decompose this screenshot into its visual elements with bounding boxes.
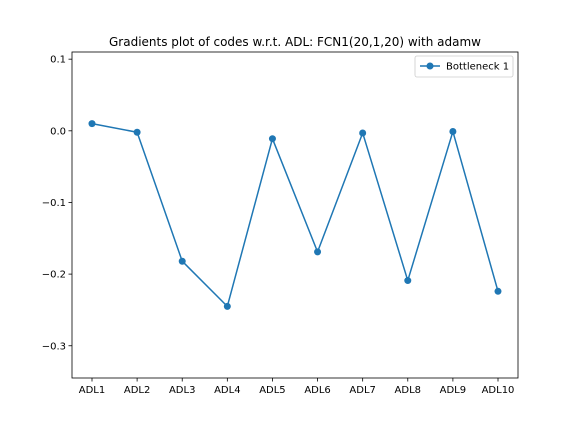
x-tick-label: ADL3 (169, 385, 195, 396)
series-layer (88, 120, 502, 310)
x-tick-label: ADL5 (259, 385, 285, 396)
data-point (268, 135, 276, 143)
legend-label: Bottleneck 1 (446, 62, 509, 73)
y-axis: 0.1 0.0 −0.1 −0.2 −0.3 (42, 55, 72, 352)
x-tick-label: ADL10 (482, 385, 515, 396)
x-tick-label: ADL8 (395, 385, 421, 396)
chart-title: Gradients plot of codes w.r.t. ADL: FCN1… (109, 35, 481, 49)
data-point (223, 302, 231, 310)
data-point (449, 128, 457, 136)
y-tick-label: 0.1 (50, 55, 66, 66)
data-point (133, 128, 141, 136)
x-tick-label: ADL1 (79, 385, 105, 396)
y-tick-label: −0.1 (42, 198, 66, 209)
x-tick-label: ADL2 (124, 385, 150, 396)
x-axis: ADL1 ADL2 ADL3 ADL4 ADL5 ADL6 ADL7 ADL8 ADL9 ADL1… (79, 378, 515, 396)
data-point (404, 277, 412, 285)
y-tick-label: −0.3 (42, 341, 66, 352)
legend-box (414, 55, 514, 78)
x-tick-label: ADL6 (304, 385, 330, 396)
data-point (88, 120, 96, 128)
x-tick-label: ADL4 (214, 385, 240, 396)
data-point (359, 129, 367, 137)
y-tick-label: −0.2 (42, 270, 66, 281)
x-tick-label: ADL9 (440, 385, 466, 396)
data-point (178, 257, 186, 265)
legend-point-marker (426, 62, 434, 70)
data-point (494, 287, 502, 295)
x-tick-label: ADL7 (349, 385, 375, 396)
series-line (91, 122, 499, 308)
legend: Bottleneck 1 (414, 55, 514, 78)
plot-area (71, 51, 519, 379)
data-point (314, 248, 322, 256)
y-tick-label: 0.0 (50, 126, 66, 137)
